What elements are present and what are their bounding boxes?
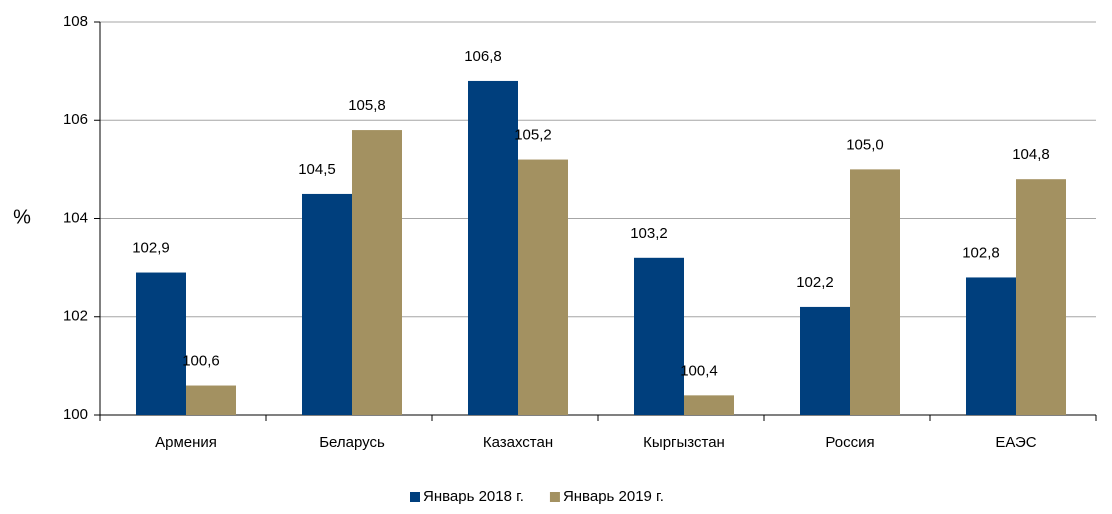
y-axis-label: %: [13, 206, 31, 228]
value-label: 105,8: [348, 97, 386, 114]
y-tick-label: 104: [63, 209, 88, 226]
bar: [518, 159, 568, 415]
bar: [352, 130, 402, 415]
value-label: 104,5: [298, 161, 336, 178]
value-label: 104,8: [1012, 146, 1050, 163]
bar: [966, 277, 1016, 415]
bar: [684, 395, 734, 415]
bar: [850, 169, 900, 415]
legend-label: Январь 2019 г.: [563, 488, 664, 505]
legend-swatch: [410, 492, 420, 502]
x-tick-label: Армения: [155, 434, 217, 451]
value-label: 102,9: [132, 240, 170, 257]
value-label: 105,2: [514, 127, 552, 144]
value-label: 100,6: [182, 352, 220, 369]
bar: [1016, 179, 1066, 415]
x-tick-label: ЕАЭС: [995, 434, 1036, 451]
value-label: 103,2: [630, 225, 668, 242]
legend-label: Январь 2018 г.: [423, 488, 524, 505]
y-tick-label: 100: [63, 406, 88, 423]
bar: [136, 272, 186, 415]
x-tick-label: Беларусь: [319, 434, 385, 451]
value-label: 102,2: [796, 274, 834, 291]
bar: [186, 385, 236, 415]
value-label: 100,4: [680, 362, 718, 379]
x-tick-label: Россия: [825, 434, 874, 451]
y-tick-label: 102: [63, 308, 88, 325]
y-tick-label: 106: [63, 111, 88, 128]
bar: [468, 80, 518, 415]
y-tick-label: 108: [63, 13, 88, 30]
bar: [800, 306, 850, 415]
bar: [634, 257, 684, 415]
value-label: 105,0: [846, 136, 884, 153]
value-label: 106,8: [464, 48, 502, 65]
x-tick-label: Казахстан: [483, 434, 553, 451]
bar: [302, 193, 352, 415]
x-tick-label: Кыргызстан: [643, 434, 725, 451]
legend-swatch: [549, 492, 560, 502]
value-label: 102,8: [962, 244, 1000, 261]
